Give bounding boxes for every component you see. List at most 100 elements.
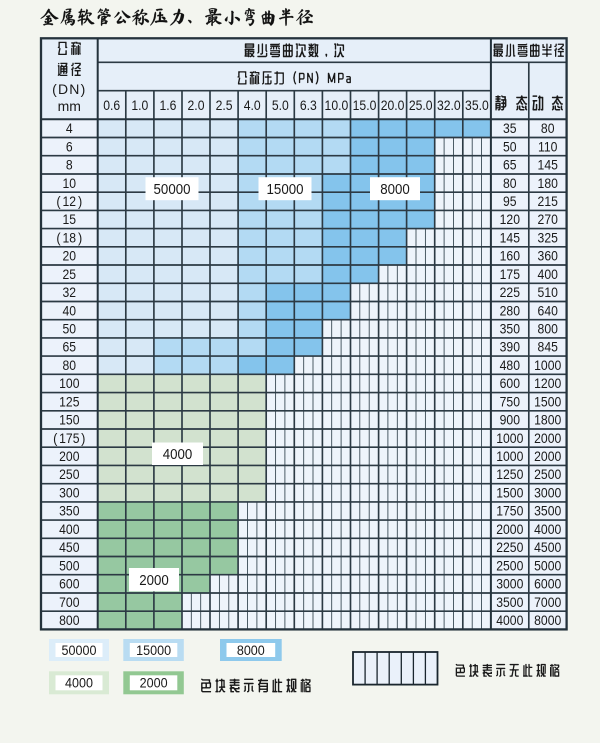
svg-text:1250: 1250 — [496, 467, 523, 483]
svg-text:200: 200 — [59, 448, 79, 464]
svg-text:160: 160 — [500, 248, 520, 264]
svg-text:65: 65 — [63, 339, 77, 355]
svg-text:800: 800 — [538, 321, 558, 337]
svg-text:2500: 2500 — [496, 558, 523, 574]
svg-text:360: 360 — [538, 248, 558, 264]
svg-text:400: 400 — [59, 521, 79, 537]
svg-text:750: 750 — [500, 394, 520, 410]
svg-text:390: 390 — [500, 339, 520, 355]
svg-text:600: 600 — [500, 376, 520, 392]
svg-text:350: 350 — [59, 503, 79, 519]
svg-text:900: 900 — [500, 412, 520, 428]
svg-text:7000: 7000 — [534, 594, 561, 610]
svg-text:2000: 2000 — [139, 571, 169, 588]
svg-text:0.6: 0.6 — [103, 97, 120, 113]
svg-text:1500: 1500 — [496, 485, 523, 501]
svg-text:4000: 4000 — [65, 675, 93, 691]
svg-text:2.5: 2.5 — [216, 97, 233, 113]
svg-text:): ) — [81, 430, 85, 446]
svg-text:8000: 8000 — [534, 612, 561, 628]
svg-text:500: 500 — [59, 558, 79, 574]
svg-text:25: 25 — [63, 266, 77, 282]
svg-text:400: 400 — [538, 266, 558, 282]
svg-text:1000: 1000 — [496, 448, 523, 464]
svg-text:120: 120 — [500, 212, 520, 228]
svg-text:100: 100 — [59, 376, 79, 392]
svg-text:1.0: 1.0 — [131, 97, 148, 113]
svg-text:215: 215 — [538, 193, 558, 209]
svg-text:15: 15 — [63, 212, 77, 228]
svg-text:175: 175 — [500, 266, 520, 282]
svg-text:5000: 5000 — [534, 558, 561, 574]
svg-text:35: 35 — [503, 121, 517, 137]
svg-text:145: 145 — [538, 157, 558, 173]
svg-text:510: 510 — [538, 285, 558, 301]
svg-text:180: 180 — [538, 175, 558, 191]
svg-text:325: 325 — [538, 230, 558, 246]
svg-text:6: 6 — [66, 139, 73, 155]
svg-text:1200: 1200 — [534, 376, 561, 392]
svg-text:8000: 8000 — [237, 642, 265, 658]
svg-text:2000: 2000 — [534, 430, 561, 446]
svg-text:10.0: 10.0 — [325, 97, 349, 113]
svg-text:10: 10 — [63, 175, 77, 191]
svg-text:): ) — [78, 193, 82, 209]
svg-text:4000: 4000 — [496, 612, 523, 628]
svg-text:640: 640 — [538, 303, 558, 319]
svg-text:12: 12 — [63, 193, 77, 209]
svg-text:125: 125 — [59, 394, 79, 410]
svg-text:2000: 2000 — [534, 448, 561, 464]
svg-text:15.0: 15.0 — [353, 97, 377, 113]
svg-text:35.0: 35.0 — [465, 97, 489, 113]
svg-text:480: 480 — [500, 357, 520, 373]
svg-text:4500: 4500 — [534, 540, 561, 556]
svg-text:3000: 3000 — [496, 576, 523, 592]
svg-text:15000: 15000 — [136, 642, 171, 658]
svg-text:2250: 2250 — [496, 540, 523, 556]
svg-text:225: 225 — [500, 285, 520, 301]
svg-text:80: 80 — [541, 121, 555, 137]
svg-text:110: 110 — [538, 139, 557, 155]
svg-text:2500: 2500 — [534, 467, 561, 483]
svg-text:600: 600 — [59, 576, 79, 592]
svg-text:3000: 3000 — [534, 485, 561, 501]
svg-text:(: ( — [53, 430, 58, 446]
svg-text:1000: 1000 — [496, 430, 523, 446]
svg-text:250: 250 — [59, 467, 79, 483]
svg-text:2000: 2000 — [140, 675, 168, 691]
svg-text:145: 145 — [500, 230, 520, 246]
svg-text:4000: 4000 — [163, 445, 193, 462]
svg-text:15000: 15000 — [267, 180, 304, 197]
svg-text:4: 4 — [66, 121, 73, 137]
svg-text:450: 450 — [59, 540, 79, 556]
svg-text:50: 50 — [503, 139, 517, 155]
svg-text:8000: 8000 — [380, 180, 410, 197]
svg-text:95: 95 — [503, 193, 517, 209]
svg-text:6.3: 6.3 — [300, 97, 317, 113]
svg-text:800: 800 — [59, 612, 79, 628]
svg-text:50: 50 — [63, 321, 77, 337]
svg-text:150: 150 — [59, 412, 79, 428]
svg-text:8: 8 — [66, 157, 73, 173]
svg-text:): ) — [78, 230, 82, 246]
svg-text:20: 20 — [63, 248, 77, 264]
svg-text:270: 270 — [538, 212, 558, 228]
svg-text:1.6: 1.6 — [159, 97, 176, 113]
svg-text:280: 280 — [500, 303, 520, 319]
svg-text:(: ( — [56, 193, 61, 209]
svg-text:20.0: 20.0 — [381, 97, 405, 113]
svg-text:25.0: 25.0 — [409, 97, 433, 113]
svg-text:32: 32 — [63, 285, 77, 301]
svg-text:6000: 6000 — [534, 576, 561, 592]
svg-text:3500: 3500 — [534, 503, 561, 519]
svg-text:mm: mm — [58, 98, 81, 114]
svg-text:2.0: 2.0 — [188, 97, 205, 113]
svg-text:(: ( — [56, 230, 61, 246]
svg-text:350: 350 — [500, 321, 520, 337]
svg-text:50000: 50000 — [62, 642, 97, 658]
svg-text:2000: 2000 — [496, 521, 523, 537]
svg-text:700: 700 — [59, 594, 79, 610]
svg-text:175: 175 — [59, 430, 79, 446]
svg-text:80: 80 — [503, 175, 517, 191]
svg-text:300: 300 — [59, 485, 79, 501]
